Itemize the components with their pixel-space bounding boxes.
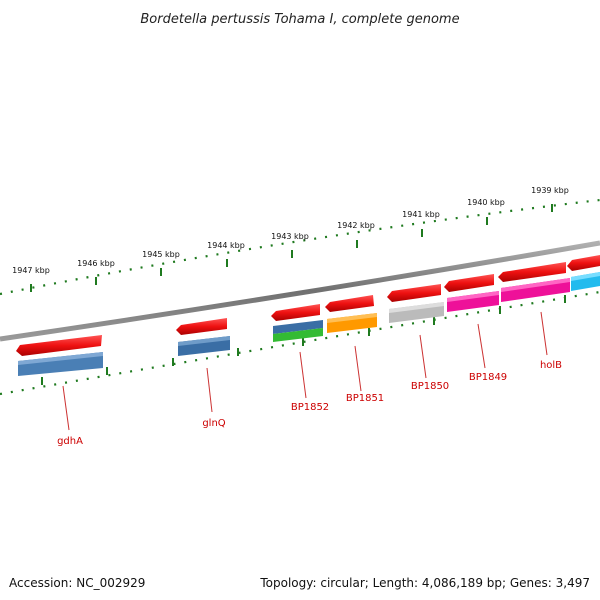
tick-label: 1939 kbp <box>531 186 569 195</box>
tick-label: 1943 kbp <box>271 232 309 241</box>
kbp-tick-1945: 1945 kbp <box>142 250 180 276</box>
label-leader <box>62 385 70 431</box>
cds-arrow <box>567 255 600 271</box>
genome-summary-text: Topology: circular; Length: 4,086,189 bp… <box>259 576 590 590</box>
gene-holB[interactable]: holB <box>498 262 570 371</box>
category-bar-shine <box>389 302 444 313</box>
gene-label: holB <box>540 360 562 371</box>
gene-BP1850[interactable]: BP1850 <box>387 284 449 392</box>
category-bar-secondary <box>273 328 323 342</box>
gene-glnQ[interactable]: glnQ <box>176 318 230 429</box>
category-bar-shine <box>178 336 230 346</box>
gene-label: BP1851 <box>346 393 384 404</box>
gene-label: gdhA <box>57 436 83 447</box>
genome-backbone <box>0 240 600 342</box>
gene-BP1852[interactable]: BP1852 <box>271 304 329 413</box>
tick-label: 1946 kbp <box>77 259 115 268</box>
gene-label: BP1852 <box>291 402 329 413</box>
cds-arrow <box>325 295 374 312</box>
gene-label: glnQ <box>202 418 225 429</box>
gene-gdhA[interactable]: gdhA <box>16 335 103 447</box>
cds-arrow <box>387 284 441 302</box>
label-leader <box>299 351 307 399</box>
kbp-tick-1947: 1947 kbp <box>12 266 50 292</box>
cds-arrow <box>498 262 566 282</box>
kbp-tick-1940: 1940 kbp <box>467 198 505 225</box>
gene-BP1849[interactable]: BP1849 <box>444 274 507 383</box>
tick-label: 1944 kbp <box>207 241 245 250</box>
label-leader <box>540 311 548 356</box>
gene-BP1851[interactable]: BP1851 <box>325 295 384 404</box>
tick-label: 1947 kbp <box>12 266 50 275</box>
category-bar-shine <box>571 272 600 281</box>
accession-text: Accession: NC_002929 <box>9 576 145 590</box>
cds-arrow <box>176 318 227 335</box>
kbp-tick-1941: 1941 kbp <box>402 210 440 237</box>
label-leader <box>206 367 213 413</box>
cds-arrow <box>444 274 494 292</box>
kbp-tick-1944: 1944 kbp <box>207 241 245 267</box>
category-bar-shine <box>18 352 103 365</box>
label-leader <box>354 345 362 392</box>
kbp-tick-1942: 1942 kbp <box>337 221 375 248</box>
category-bar-shine <box>327 313 377 323</box>
gene-label: BP1850 <box>411 381 449 392</box>
cds-arrow <box>271 304 320 321</box>
tick-label: 1945 kbp <box>142 250 180 259</box>
label-leader <box>477 323 486 369</box>
label-leader <box>419 334 427 379</box>
gene-label: BP1849 <box>469 372 507 383</box>
tick-label: 1940 kbp <box>467 198 505 207</box>
category-bar <box>273 320 323 334</box>
category-bar-shine <box>501 278 570 292</box>
kbp-tick-1939: 1939 kbp <box>531 186 569 212</box>
kbp-tick-1946: 1946 kbp <box>77 259 115 285</box>
kbp-tick-1943: 1943 kbp <box>271 232 309 258</box>
tick-label: 1942 kbp <box>337 221 375 230</box>
tick-label: 1941 kbp <box>402 210 440 219</box>
cds-arrow <box>16 335 102 356</box>
category-bar-shine <box>447 291 499 302</box>
map-title: Bordetella pertussis Tohama I, complete … <box>140 12 459 27</box>
gene-edge[interactable] <box>567 255 600 291</box>
